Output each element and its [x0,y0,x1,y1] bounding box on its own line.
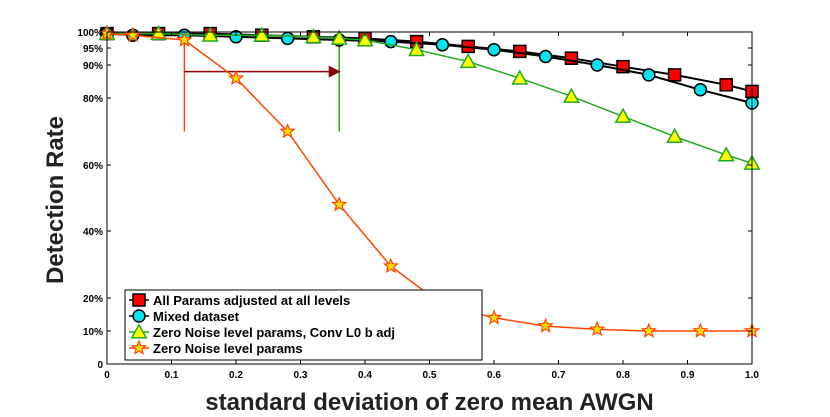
legend-label: Mixed dataset [153,309,240,324]
data-point [717,146,735,162]
y-tick-label: 0 [97,360,103,371]
x-tick-label: 1.0 [745,370,759,381]
data-point [485,309,503,325]
data-point [692,322,709,338]
data-point [589,320,606,337]
y-tick-label: 60% [83,161,103,172]
data-point [642,68,656,82]
y-tick-label: 10% [83,327,103,338]
data-point [666,127,684,144]
data-point [614,107,632,123]
legend-entry: All Params adjusted at all levels [129,293,350,308]
legend-marker [132,309,146,323]
data-point [356,31,374,47]
x-axis-title: standard deviation of zero mean AWGN [205,389,654,416]
data-point [279,122,296,139]
data-point [150,24,168,41]
data-point [382,257,399,274]
data-point [538,49,553,64]
x-tick-label: 0.8 [616,370,630,381]
series-layer [98,24,761,338]
data-point [513,44,527,59]
data-point [124,26,141,43]
x-tick-label: 0.4 [358,370,372,381]
data-point [280,31,295,46]
data-point [253,26,271,42]
x-tick-label: 0.6 [487,370,501,381]
data-point [304,28,322,44]
data-point [640,322,657,338]
x-tick-label: 0.1 [165,370,179,381]
data-point [229,30,243,44]
y-tick-label: 100% [77,28,103,39]
legend-entry: Mixed dataset [129,309,240,324]
data-point [459,52,477,69]
y-tick-label: 90% [83,61,103,72]
annotations-layer [183,36,341,132]
data-point [435,38,450,52]
x-tick-label: 0 [104,370,110,381]
x-tick-label: 0.9 [681,370,695,381]
legend-marker [130,323,148,339]
data-point [667,68,682,82]
legend-label: Zero Noise level params [153,341,303,356]
data-point [719,78,733,92]
legend-label: Zero Noise level params, Conv L0 b adj [153,325,395,340]
y-tick-label: 95% [83,44,103,55]
data-point [590,58,604,72]
legend-label: All Params adjusted at all levels [153,293,350,308]
data-point [408,40,426,57]
legend-entry: Zero Noise level params [129,339,303,356]
series-line [106,32,752,332]
x-axis-ticks: 0 0.1 0.2 0.3 0.4 0.5 0.6 0.7 0.8 0.9 1.0 [104,32,759,381]
x-tick-label: 0.5 [423,370,437,381]
legend-box [124,289,483,361]
data-point [562,87,580,103]
data-point [693,83,708,97]
data-point [201,26,219,42]
legend-marker [132,293,146,307]
legend-marker [130,339,148,355]
data-point [176,31,193,47]
y-axis-title: Detection Rate [42,116,69,284]
x-tick-label: 0.2 [229,370,243,381]
y-tick-label: 40% [83,227,103,238]
data-point [331,196,348,212]
legend-entry: Zero Noise level params, Conv L0 b adj [129,323,395,340]
x-tick-label: 0.7 [552,370,566,381]
y-tick-label: 80% [83,94,103,105]
x-tick-label: 0.3 [294,370,308,381]
data-point [537,317,554,333]
data-point [487,42,501,57]
y-tick-label: 20% [83,294,103,305]
data-point [330,29,348,45]
data-point [511,69,529,85]
y-axis-ticks: 0 10% 20% 40% 60% 80% 90% 95% 100% [77,28,752,371]
data-point [227,69,245,86]
